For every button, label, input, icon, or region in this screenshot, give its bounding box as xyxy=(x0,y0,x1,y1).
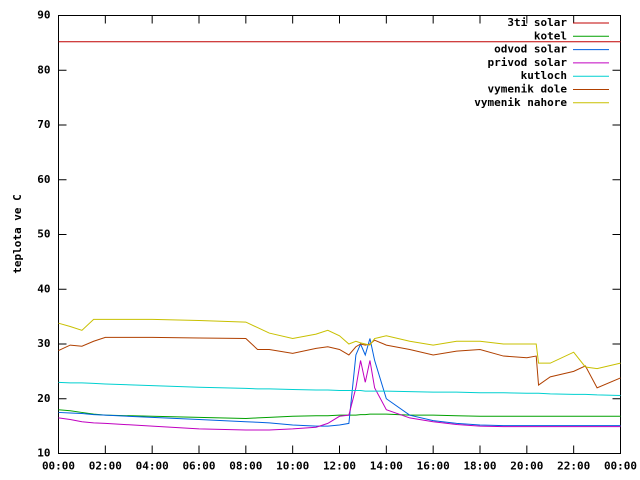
series-line xyxy=(58,336,621,389)
series-line xyxy=(58,318,621,370)
x-tick-label: 20:00 xyxy=(510,460,543,473)
y-tick-label: 70 xyxy=(37,118,50,131)
legend-label: kotel xyxy=(534,29,567,42)
legend-label: 3ti solar xyxy=(507,16,567,29)
legend-label: vymenik dole xyxy=(488,83,568,96)
y-tick-label: 90 xyxy=(37,9,50,22)
x-tick-label: 14:00 xyxy=(370,460,403,473)
y-tick-label: 80 xyxy=(37,63,50,76)
y-tick-label: 30 xyxy=(37,337,50,350)
x-tick-label: 12:00 xyxy=(323,460,356,473)
series-line xyxy=(58,381,621,396)
y-tick-label: 10 xyxy=(37,447,50,460)
legend-label: vymenik nahore xyxy=(474,96,567,109)
x-tick-label: 22:00 xyxy=(557,460,590,473)
legend-label: odvod solar xyxy=(494,43,567,56)
y-axis-label: teplota ve C xyxy=(11,194,24,273)
y-tick-label: 60 xyxy=(37,173,50,186)
x-tick-label: 16:00 xyxy=(417,460,450,473)
series-line xyxy=(58,338,621,427)
x-tick-label: 02:00 xyxy=(89,460,122,473)
series-line xyxy=(58,360,621,431)
legend-label: kutloch xyxy=(521,69,567,82)
y-tick-label: 40 xyxy=(37,282,50,295)
x-tick-label: 06:00 xyxy=(182,460,215,473)
legend-label: privod solar xyxy=(488,56,568,69)
x-tick-label: 00:00 xyxy=(604,460,637,473)
x-tick-label: 08:00 xyxy=(229,460,262,473)
series-line xyxy=(58,409,621,419)
y-tick-label: 20 xyxy=(37,392,50,405)
x-tick-label: 04:00 xyxy=(136,460,169,473)
y-tick-label: 50 xyxy=(37,228,50,241)
x-tick-label: 18:00 xyxy=(463,460,496,473)
x-tick-label: 10:00 xyxy=(276,460,309,473)
x-tick-label: 00:00 xyxy=(42,460,75,473)
